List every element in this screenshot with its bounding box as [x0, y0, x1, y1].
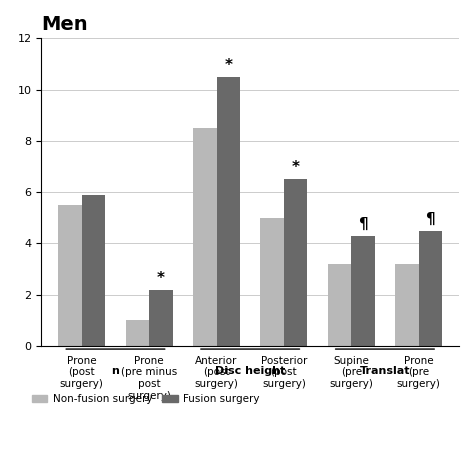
- Bar: [58, 205, 82, 346]
- Text: Disc height: Disc height: [215, 366, 285, 376]
- Bar: [193, 128, 217, 346]
- Text: n: n: [111, 366, 119, 376]
- Text: ¶: ¶: [358, 217, 368, 232]
- Bar: [395, 264, 419, 346]
- Bar: [328, 264, 351, 346]
- Bar: [351, 236, 375, 346]
- Text: *: *: [292, 161, 300, 175]
- Bar: [149, 290, 173, 346]
- Text: Men: Men: [41, 15, 88, 34]
- Bar: [419, 231, 442, 346]
- Text: ¶: ¶: [426, 212, 435, 227]
- Bar: [217, 77, 240, 346]
- Bar: [284, 179, 308, 346]
- Bar: [126, 320, 149, 346]
- Text: *: *: [157, 271, 165, 286]
- Text: *: *: [224, 58, 232, 73]
- Bar: [260, 218, 284, 346]
- Legend: Non-fusion surgery, Fusion surgery: Non-fusion surgery, Fusion surgery: [27, 390, 264, 409]
- Bar: [82, 195, 105, 346]
- Text: Translat: Translat: [360, 366, 410, 376]
